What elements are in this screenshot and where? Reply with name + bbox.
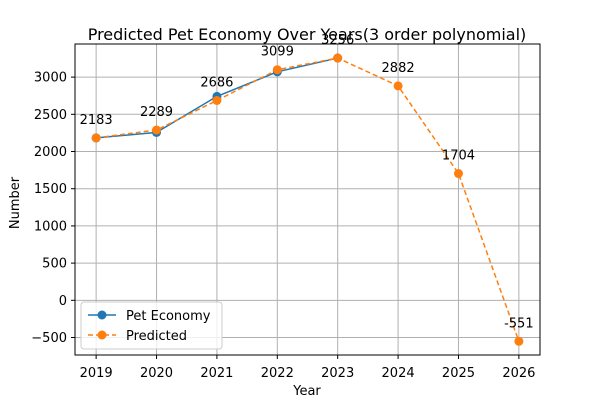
x-tick-label: 2023 [321,366,354,381]
legend-label-pet-economy: Pet Economy [126,309,211,324]
data-point [212,95,222,105]
x-tick-label: 2020 [140,366,173,381]
chart-title: Predicted Pet Economy Over Years(3 order… [88,25,527,44]
legend: Pet Economy Predicted [80,301,223,350]
data-point [272,65,282,75]
y-tick-label: 3000 [34,71,67,86]
series-line-predicted [96,57,520,342]
data-label: 2183 [80,113,113,128]
data-label: 2289 [140,105,173,120]
y-axis-ticks: −500 0 500 1000 1500 2000 2500 3000 [31,71,75,346]
x-tick-label: 2019 [80,366,113,381]
data-point [453,169,463,179]
data-point [393,81,403,91]
data-label: -551 [504,316,534,331]
data-label: 2686 [200,75,233,90]
x-tick-label: 2024 [382,366,415,381]
x-tick-label: 2025 [442,366,475,381]
y-tick-label: 1000 [34,219,67,234]
data-point [333,53,343,63]
x-axis-label: Year [292,384,321,399]
plot-area-frame [74,43,541,356]
data-point [514,336,524,346]
x-axis-ticks: 2019 2020 2021 2022 2023 2024 2025 2026 [80,355,535,381]
y-tick-label: 1500 [34,182,67,197]
data-label: 3099 [261,45,294,60]
x-tick-label: 2022 [261,366,294,381]
x-tick-label: 2026 [502,366,535,381]
y-tick-label: 2000 [34,145,67,160]
legend-marker-predicted [97,330,107,340]
y-tick-label: −500 [31,331,67,346]
legend-frame [80,301,223,350]
series-lines [91,53,524,346]
data-point [152,125,162,135]
y-tick-label: 500 [42,257,67,272]
x-tick-label: 2021 [200,366,233,381]
y-axis-label: Number [8,176,23,229]
legend-label-predicted: Predicted [126,329,187,344]
data-label: 1704 [442,149,475,164]
data-label: 2882 [382,61,415,76]
y-tick-label: 0 [59,294,67,309]
legend-marker-pet-economy [97,310,107,320]
data-point [91,133,101,143]
y-tick-label: 2500 [34,108,67,123]
